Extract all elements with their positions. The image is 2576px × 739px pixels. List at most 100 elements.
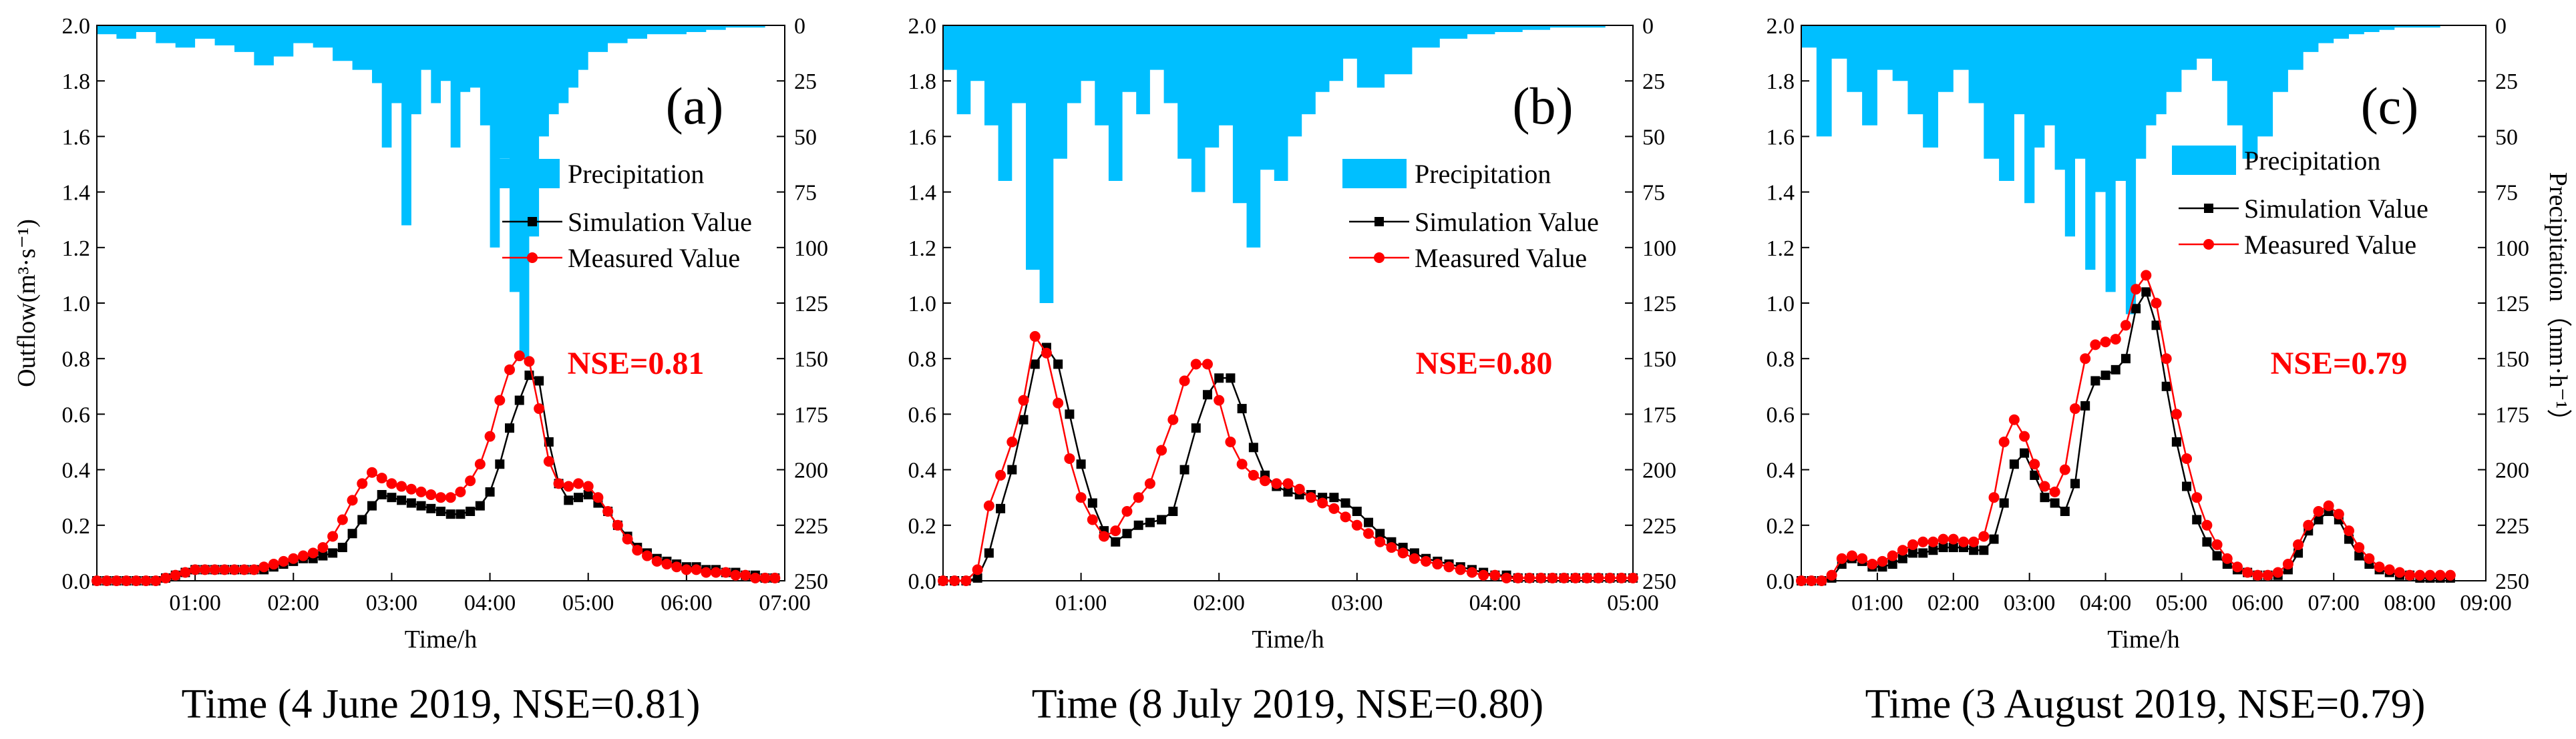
measured-point <box>592 492 604 503</box>
measured-point <box>960 575 972 586</box>
simulation-point <box>2202 537 2212 547</box>
measured-point <box>238 564 250 575</box>
simulation-point <box>1111 537 1121 547</box>
y2-tick-label: 100 <box>794 236 828 261</box>
x-tick-label: 06:00 <box>2232 591 2283 615</box>
measured-point <box>1478 569 1489 581</box>
measured-point <box>563 481 574 492</box>
measured-point <box>1121 506 1133 517</box>
measured-point <box>180 567 191 578</box>
measured-point <box>1582 572 1593 583</box>
y-tick-label: 0.4 <box>908 459 937 483</box>
x-tick-label: 05:00 <box>1607 591 1658 615</box>
measured-point <box>1421 555 1432 567</box>
measured-point <box>445 492 456 503</box>
simulation-point <box>1076 459 1086 469</box>
y2-tick-label: 175 <box>794 403 828 427</box>
measured-point <box>347 495 358 506</box>
measured-point <box>759 572 771 583</box>
measured-point <box>1535 572 1547 583</box>
measured-point <box>91 575 102 586</box>
measured-point <box>622 533 633 545</box>
measured-point <box>101 575 112 586</box>
simulation-point <box>1214 373 1224 383</box>
chart-panel-3: 0.0 0.2 0.4 0.6 0.8 1.0 1.2 1.4 1.6 1.8 2.0 0 25 50 75… <box>1767 14 2530 727</box>
measured-point <box>2181 453 2193 464</box>
y-tick-label: 1.0 <box>1767 292 1795 316</box>
simulation-point <box>1179 465 1189 475</box>
measured-point <box>2444 569 2456 581</box>
measured-point <box>199 564 210 575</box>
x-tick-label: 08:00 <box>2384 591 2435 615</box>
simulation-point <box>2030 470 2040 480</box>
measured-point <box>130 575 142 586</box>
simulation-line <box>97 374 775 582</box>
measured-point <box>2100 336 2111 348</box>
y-tick-label: 0.8 <box>908 347 937 372</box>
measured-point <box>111 575 122 586</box>
y2-tick-label: 75 <box>1642 181 1665 206</box>
y-tick-label: 1.2 <box>1767 236 1795 261</box>
simulation-point <box>377 490 387 500</box>
precipitation-bars <box>943 25 1633 303</box>
measured-point <box>2344 525 2354 537</box>
y-axis-label-left: Outflow(m³·s⁻¹) <box>13 219 41 387</box>
measured-point <box>2141 270 2152 281</box>
measured-point <box>2384 564 2395 575</box>
x-tick-label: 03:00 <box>1331 591 1383 615</box>
y2-tick-label: 150 <box>2495 347 2529 372</box>
measured-point <box>376 473 387 484</box>
simulation-point <box>1145 517 1155 527</box>
simulation-point <box>337 543 347 553</box>
simulation-point <box>2151 320 2161 330</box>
simulation-point <box>2050 498 2060 508</box>
measured-point <box>415 486 427 497</box>
simulation-point <box>485 487 495 497</box>
measured-point <box>949 575 960 586</box>
measured-point <box>1558 572 1570 583</box>
measured-point <box>1927 536 1939 547</box>
x-tick-label: 02:00 <box>1927 591 1979 615</box>
measured-point <box>1041 347 1052 358</box>
measured-point <box>2120 320 2131 331</box>
simulation-point <box>514 395 524 405</box>
measured-point <box>769 572 781 583</box>
measured-point <box>972 564 983 575</box>
simulation-point <box>1928 545 1938 555</box>
measured-point <box>740 569 751 581</box>
measured-point <box>1489 569 1501 581</box>
legend-sim-marker <box>1374 217 1384 226</box>
simulation-point <box>1248 443 1258 453</box>
simulation-point <box>2090 376 2100 386</box>
measured-point <box>642 550 653 561</box>
measured-point <box>1857 553 1868 564</box>
simulation-point <box>1329 493 1339 503</box>
y2-tick-label: 250 <box>794 569 828 594</box>
simulation-point <box>1133 520 1143 530</box>
measured-point <box>1053 397 1064 409</box>
y2-tick-label: 200 <box>2495 459 2529 483</box>
measured-point <box>504 364 515 375</box>
measured-point <box>1846 550 1857 561</box>
measured-point <box>1867 559 1878 570</box>
nse-label: NSE=0.80 <box>1416 346 1553 381</box>
legend-meas-label: Measured Value <box>2244 230 2416 260</box>
panel-label: (c) <box>2361 77 2419 135</box>
x-axis-label: Time/h <box>1252 626 1324 654</box>
measured-point <box>455 486 466 497</box>
measured-point <box>484 431 496 442</box>
measured-point <box>1236 459 1248 470</box>
simulation-point <box>406 498 416 508</box>
measured-point <box>1836 553 1847 564</box>
measured-point <box>2161 353 2172 364</box>
simulation-point <box>2171 437 2181 447</box>
y-tick-label: 0.2 <box>62 514 91 539</box>
measured-point <box>494 395 506 406</box>
measured-point <box>268 559 279 570</box>
x-tick-label: 04:00 <box>464 591 516 615</box>
y-tick-label: 1.4 <box>62 181 91 206</box>
measured-point <box>307 547 319 559</box>
simulation-point <box>416 501 426 511</box>
measured-point <box>1432 559 1443 570</box>
y2-tick-label: 150 <box>794 347 828 372</box>
